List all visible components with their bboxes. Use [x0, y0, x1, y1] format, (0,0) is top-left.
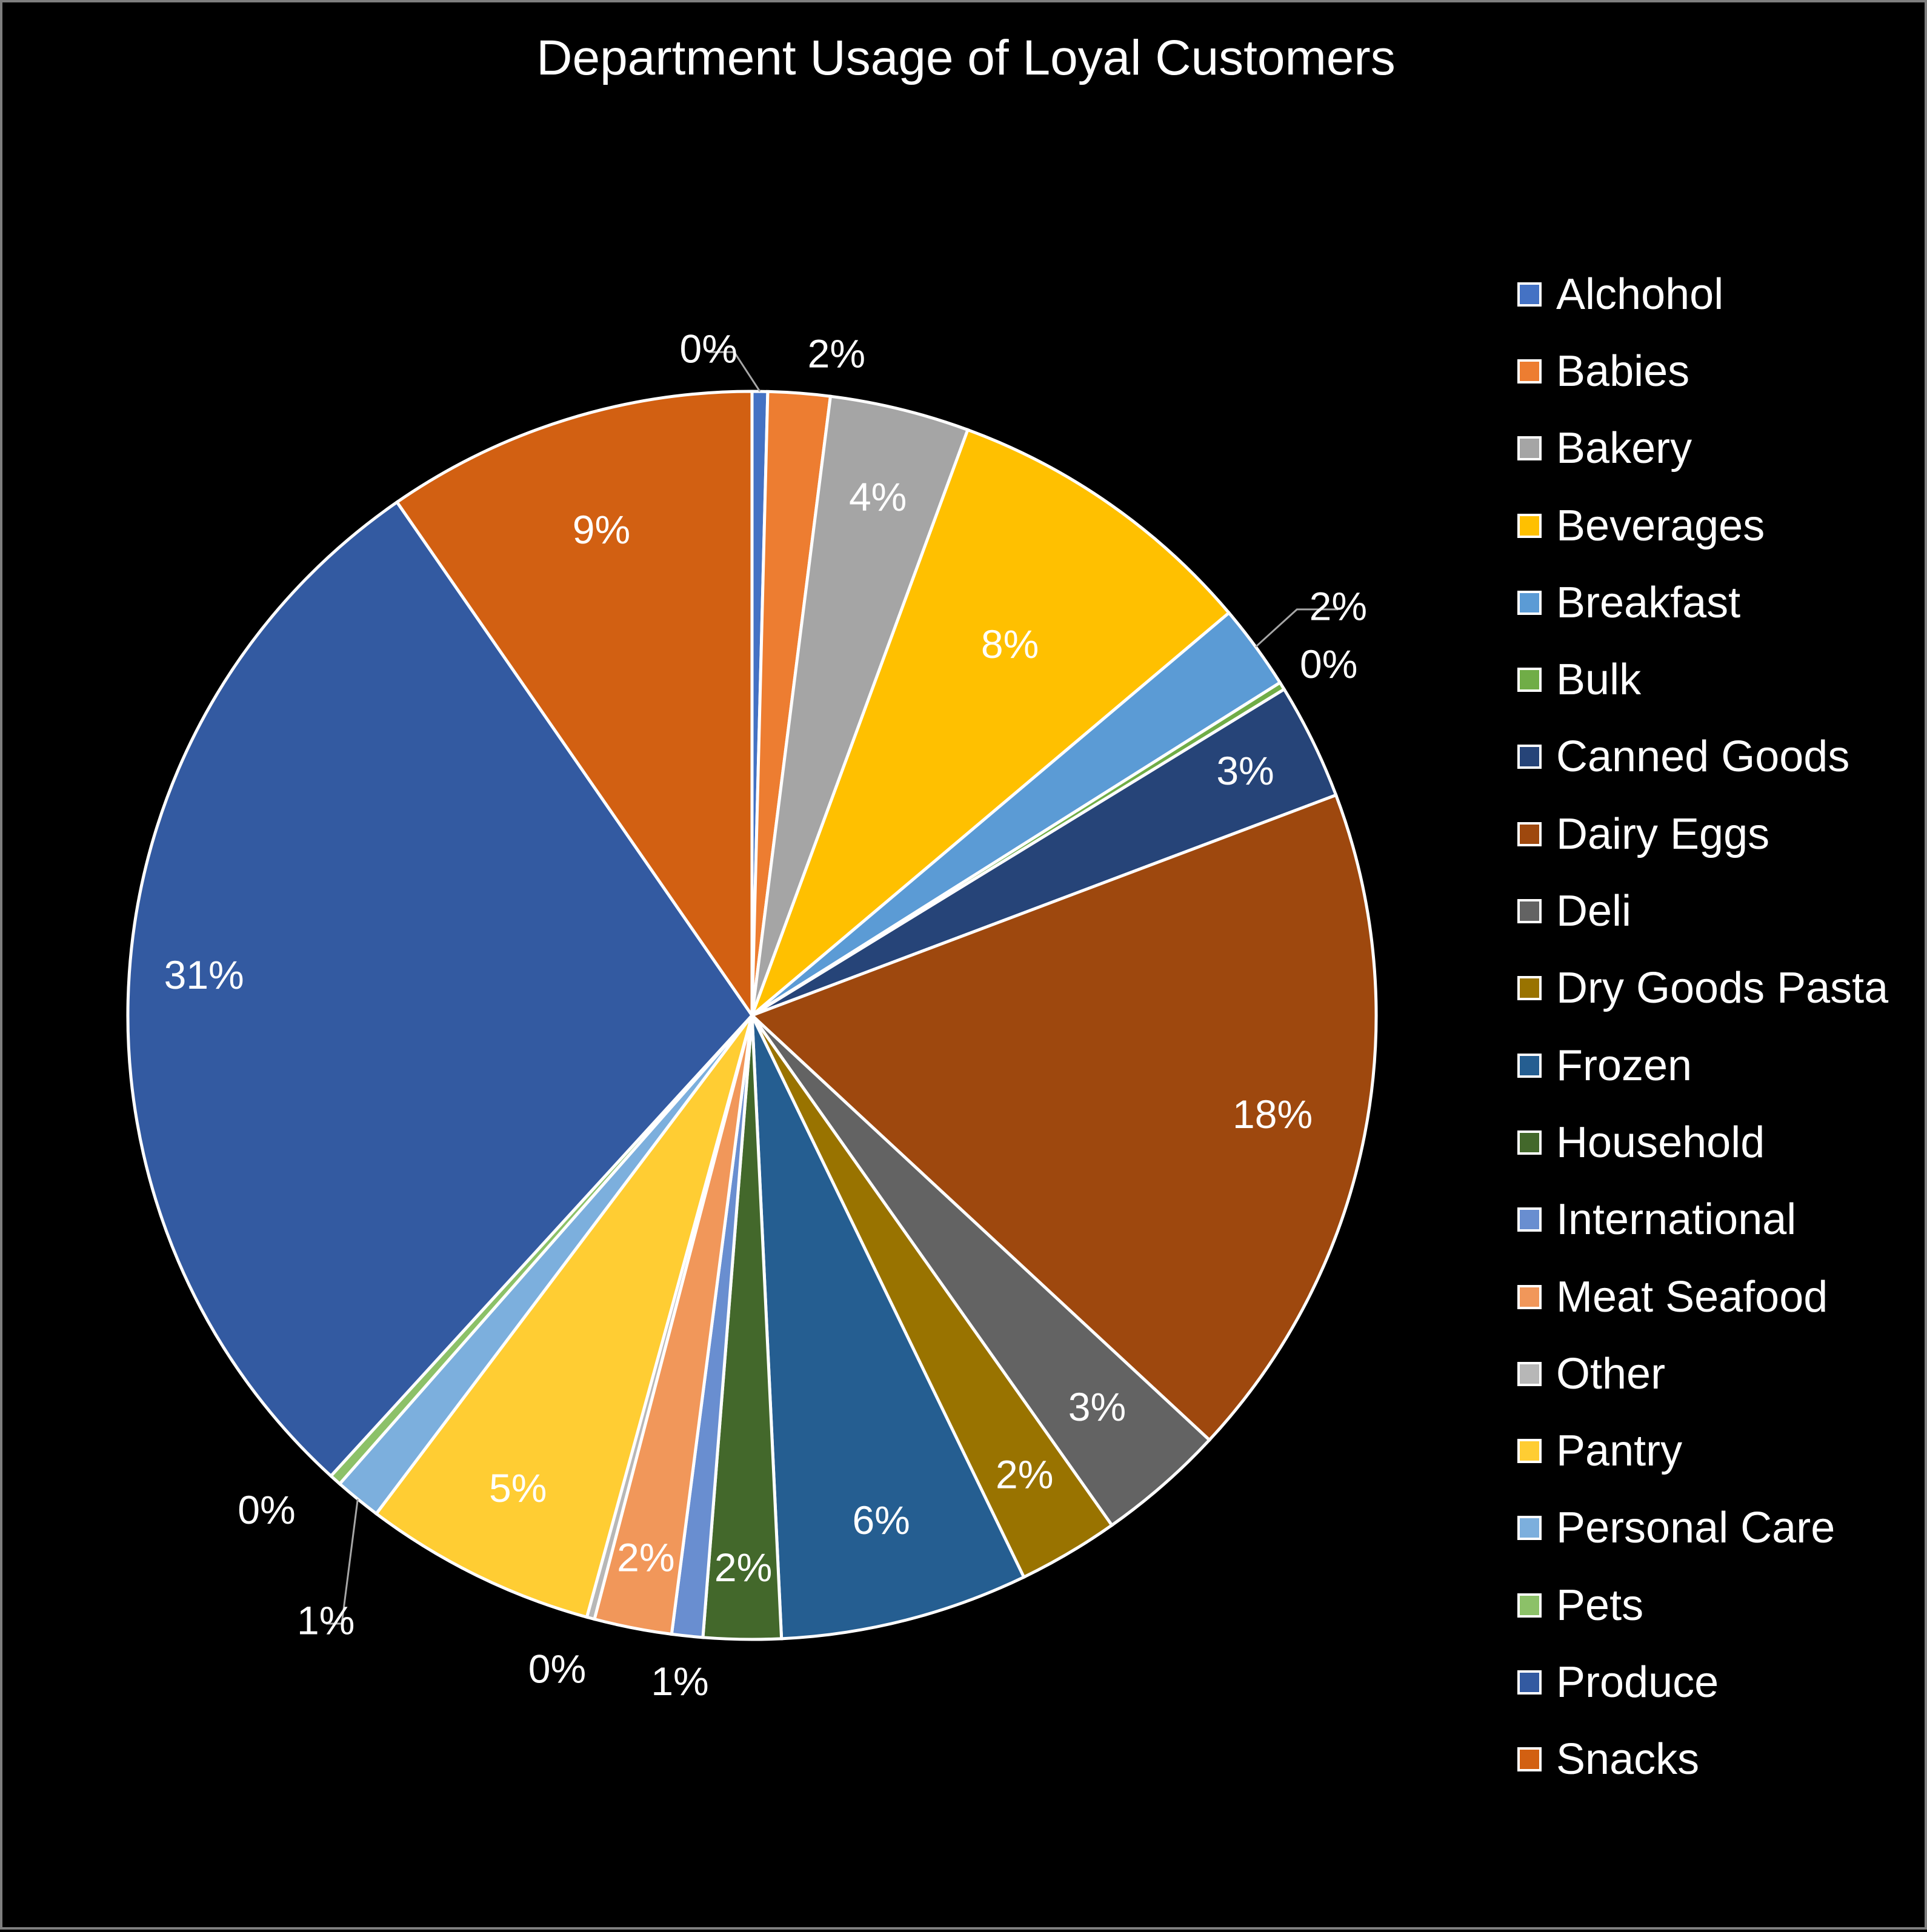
legend-swatch	[1517, 1670, 1542, 1695]
slice-produce	[126, 500, 754, 1478]
legend-label: Deli	[1556, 887, 1632, 936]
data-label-dairy-eggs: 18%	[1233, 1092, 1313, 1137]
legend-item-personal-care: Personal Care	[1517, 1490, 1888, 1567]
slice-dairy-eggs	[749, 793, 1378, 1442]
legend-item-international: International	[1517, 1181, 1888, 1258]
data-label-frozen: 6%	[852, 1498, 910, 1542]
legend-swatch	[1517, 359, 1542, 383]
legend-swatch	[1517, 1439, 1542, 1464]
legend-label: Dry Goods Pasta	[1556, 964, 1889, 1013]
legend-item-snacks: Snacks	[1517, 1721, 1888, 1798]
slice-deli	[750, 1014, 1212, 1528]
data-label-dry-goods-pasta: 2%	[996, 1452, 1053, 1497]
data-label-produce: 31%	[164, 952, 244, 997]
data-label-bakery: 4%	[849, 474, 907, 519]
slice-frozen	[750, 1014, 1026, 1641]
data-label-pantry: 5%	[489, 1466, 547, 1510]
legend-item-frozen: Frozen	[1517, 1027, 1888, 1104]
legend-label: Breakfast	[1556, 578, 1741, 627]
legend-label: Household	[1556, 1118, 1765, 1167]
legend-item-beverages: Beverages	[1517, 487, 1888, 564]
legend-item-produce: Produce	[1517, 1644, 1888, 1721]
legend-swatch	[1517, 436, 1542, 461]
legend-item-dairy-eggs: Dairy Eggs	[1517, 795, 1888, 872]
legend-label: Babies	[1556, 347, 1690, 396]
legend-label: Alchohol	[1556, 270, 1724, 319]
legend-item-breakfast: Breakfast	[1517, 564, 1888, 641]
legend-item-household: Household	[1517, 1104, 1888, 1181]
legend-swatch	[1517, 745, 1542, 769]
legend-label: Canned Goods	[1556, 732, 1850, 782]
legend-swatch	[1517, 976, 1542, 1001]
legend-item-pantry: Pantry	[1517, 1412, 1888, 1489]
leader-line-alchohol	[708, 351, 761, 392]
legend-swatch	[1517, 1207, 1542, 1232]
leader-line-breakfast	[1255, 608, 1339, 648]
legend-label: Pets	[1556, 1581, 1644, 1630]
data-label-babies: 2%	[808, 331, 865, 376]
legend-label: Bakery	[1556, 424, 1692, 473]
data-label-personal-care: 1%	[297, 1598, 354, 1642]
legend-item-bakery: Bakery	[1517, 410, 1888, 487]
data-label-other: 0%	[528, 1647, 586, 1691]
legend-swatch	[1517, 1284, 1542, 1309]
data-label-bulk: 0%	[1300, 642, 1357, 686]
legend-item-deli: Deli	[1517, 872, 1888, 949]
legend-swatch	[1517, 1747, 1542, 1772]
legend-swatch	[1517, 1593, 1542, 1618]
legend-label: International	[1556, 1195, 1797, 1244]
legend-swatch	[1517, 822, 1542, 846]
data-label-pets: 0%	[238, 1487, 295, 1532]
legend-label: Beverages	[1556, 501, 1765, 550]
legend-label: Frozen	[1556, 1041, 1692, 1090]
legend-label: Dairy Eggs	[1556, 809, 1770, 858]
leader-line-personal-care	[325, 1499, 359, 1625]
legend-swatch	[1517, 590, 1542, 615]
slice-bakery	[750, 394, 970, 1016]
slice-pantry	[374, 1014, 754, 1619]
slice-beverages	[748, 428, 1231, 1021]
legend-label: Produce	[1556, 1658, 1719, 1707]
legend-label: Snacks	[1556, 1735, 1700, 1784]
legend-swatch	[1517, 513, 1542, 538]
data-label-beverages: 8%	[981, 622, 1039, 666]
legend-item-bulk: Bulk	[1517, 641, 1888, 718]
legend-swatch	[1517, 899, 1542, 924]
legend-label: Pantry	[1556, 1427, 1683, 1476]
legend-label: Meat Seafood	[1556, 1272, 1828, 1321]
data-label-international: 1%	[651, 1659, 708, 1704]
legend-item-dry-goods-pasta: Dry Goods Pasta	[1517, 950, 1888, 1027]
legend-swatch	[1517, 1516, 1542, 1541]
data-label-canned-goods: 3%	[1216, 748, 1274, 793]
legend-label: Personal Care	[1556, 1504, 1835, 1553]
legend-swatch	[1517, 668, 1542, 692]
legend-item-other: Other	[1517, 1335, 1888, 1412]
legend-item-canned-goods: Canned Goods	[1517, 719, 1888, 795]
legend-swatch	[1517, 1053, 1542, 1078]
legend-swatch	[1517, 282, 1542, 307]
legend-item-meat-seafood: Meat Seafood	[1517, 1258, 1888, 1335]
legend-item-alchohol: Alchohol	[1517, 256, 1888, 333]
data-label-alchohol: 0%	[680, 327, 737, 371]
legend-label: Bulk	[1556, 656, 1642, 705]
legend: Alchohol Babies Bakery Beverages Breakfast Bu…	[1517, 256, 1888, 1798]
slice-snacks	[394, 390, 754, 1021]
legend-item-pets: Pets	[1517, 1567, 1888, 1644]
legend-swatch	[1517, 1361, 1542, 1386]
legend-label: Other	[1556, 1349, 1666, 1398]
data-label-household: 2%	[714, 1545, 772, 1590]
chart-title: Department Usage of Loyal Customers	[536, 30, 1396, 85]
data-label-meat-seafood: 2%	[617, 1535, 674, 1579]
data-label-deli: 3%	[1068, 1384, 1126, 1429]
data-label-breakfast: 2%	[1310, 583, 1367, 628]
legend-item-babies: Babies	[1517, 333, 1888, 410]
legend-swatch	[1517, 1130, 1542, 1155]
data-label-snacks: 9%	[573, 507, 630, 552]
